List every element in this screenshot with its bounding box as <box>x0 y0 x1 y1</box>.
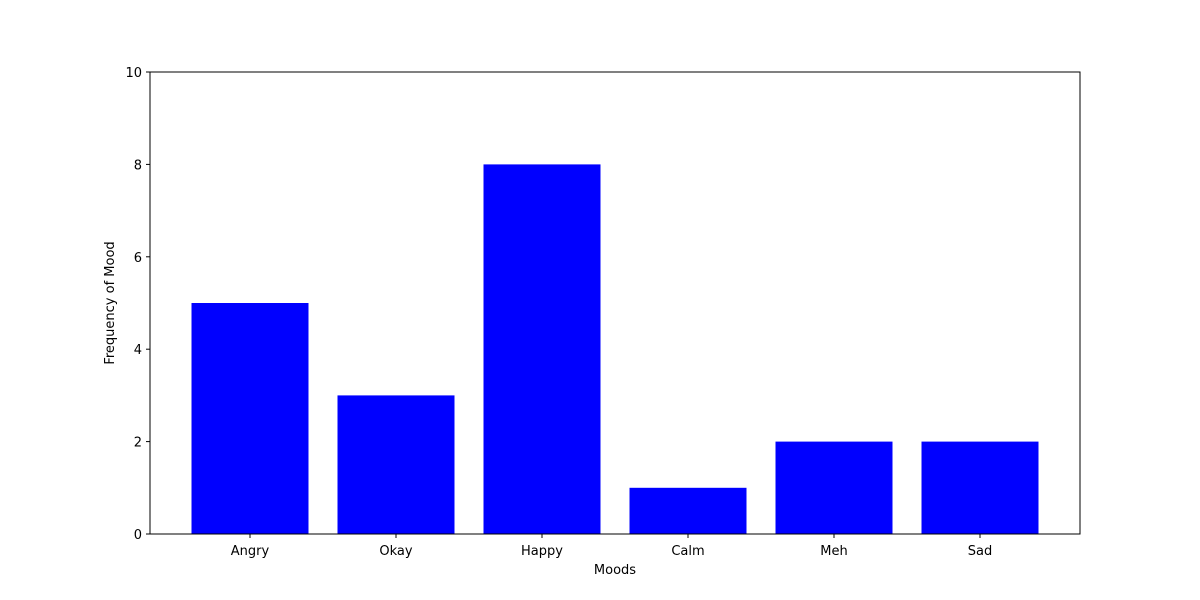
bar-okay <box>337 395 455 534</box>
x-tick-label: Sad <box>968 544 992 559</box>
x-tick-label: Okay <box>379 544 412 559</box>
x-tick-label: Angry <box>231 544 270 559</box>
bar-meh <box>775 441 893 534</box>
bar-sad <box>921 441 1039 534</box>
x-tick-label: Happy <box>521 544 563 559</box>
y-tick-label: 10 <box>125 66 142 81</box>
y-tick-label: 6 <box>134 251 142 266</box>
bar-angry <box>191 303 309 534</box>
bar-happy <box>483 164 601 534</box>
x-tick-label: Calm <box>671 544 704 559</box>
y-tick-label: 8 <box>134 158 142 173</box>
y-axis-ticks: 0 2 4 6 8 10 <box>125 66 150 543</box>
y-tick-label: 2 <box>134 436 142 451</box>
bars-group <box>191 164 1039 534</box>
y-tick-label: 4 <box>134 343 142 358</box>
y-tick-label: 0 <box>134 528 142 543</box>
x-axis-label: Moods <box>594 563 636 578</box>
x-tick-label: Meh <box>820 544 847 559</box>
plot-area-frame <box>149 71 1081 535</box>
bar-calm <box>629 487 747 534</box>
x-axis-ticks: Angry Okay Happy Calm Meh Sad <box>231 534 992 559</box>
y-axis-label: Frequency of Mood <box>103 241 118 364</box>
